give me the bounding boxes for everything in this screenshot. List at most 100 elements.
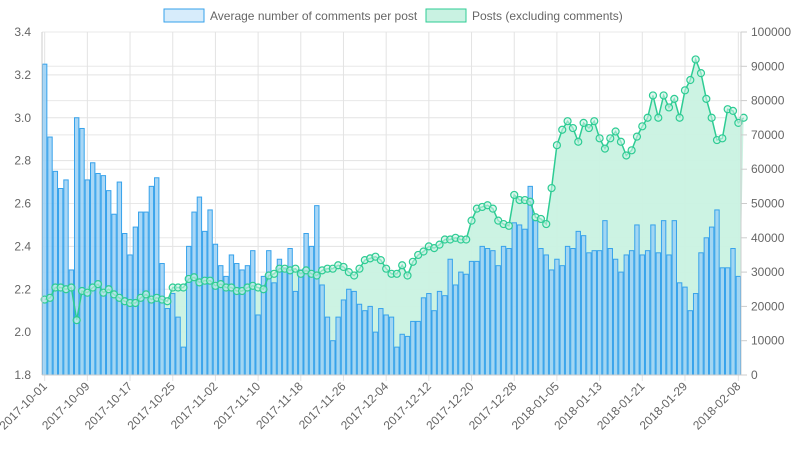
posts-point [579, 118, 588, 127]
bar-avg-comments [63, 179, 69, 376]
bar-avg-comments [564, 245, 571, 376]
posts-point [93, 280, 103, 289]
bar-avg-comments [612, 258, 619, 376]
y-left-tick-label: 2.2 [14, 282, 31, 296]
posts-point [67, 283, 76, 292]
y-right-tick-label: 100000 [751, 25, 791, 39]
bar-avg-comments [506, 248, 512, 376]
y-left-tick-label: 3.0 [14, 111, 31, 125]
bar-avg-comments [660, 220, 667, 376]
bar-avg-comments [319, 284, 325, 376]
bar-avg-comments [570, 248, 576, 376]
bar-avg-comments [79, 127, 85, 376]
bar-avg-comments [538, 248, 544, 376]
posts-point [664, 103, 674, 112]
bar-avg-comments [410, 320, 416, 376]
posts-point [568, 123, 578, 133]
bar-avg-comments [639, 254, 645, 376]
bar-avg-comments [724, 267, 731, 376]
legend-swatch-avg-comments [163, 8, 205, 23]
bar-avg-comments [607, 248, 613, 376]
y-right-tick-label: 20000 [751, 299, 785, 313]
posts-point [643, 113, 652, 122]
bar-avg-comments [602, 220, 608, 376]
bar-avg-comments [239, 269, 245, 376]
y-left-tick-label: 2.4 [14, 239, 31, 253]
bar-avg-comments [356, 303, 363, 376]
bar-avg-comments [714, 209, 720, 376]
bar-avg-comments [527, 185, 533, 376]
bar-avg-comments [655, 252, 661, 376]
bar-avg-comments [100, 175, 107, 376]
bar-avg-comments [298, 269, 304, 376]
y-right-tick-label: 40000 [751, 231, 785, 245]
bar-avg-comments [490, 250, 496, 376]
bar-avg-comments [511, 222, 517, 376]
bar-avg-comments [388, 316, 395, 376]
x-tick-label: 2018-02-08 [690, 379, 744, 433]
bar-avg-comments [687, 310, 693, 376]
posts-point [259, 285, 268, 294]
bar-avg-comments [90, 162, 96, 376]
legend-item-posts[interactable]: Posts (excluding comments) [425, 8, 623, 23]
bar-avg-comments [474, 260, 480, 376]
bar-avg-comments [495, 265, 501, 376]
bar-avg-comments [516, 224, 523, 376]
bar-avg-comments [116, 181, 123, 376]
legend-label-posts: Posts (excluding comments) [472, 9, 623, 23]
bar-avg-comments [175, 316, 181, 376]
posts-point [718, 134, 727, 143]
posts-point [558, 125, 567, 134]
y-right-tick-label: 0 [751, 368, 758, 382]
bar-avg-comments [676, 282, 683, 376]
bar-avg-comments [271, 282, 277, 376]
posts-point [141, 290, 151, 299]
bar-avg-comments [250, 250, 256, 376]
posts-point [638, 122, 647, 131]
posts-point [584, 123, 594, 133]
posts-point [696, 69, 706, 78]
bar-avg-comments [682, 286, 688, 376]
bar-avg-comments [436, 290, 443, 376]
bar-avg-comments [399, 333, 405, 376]
posts-point [179, 283, 188, 292]
y-right-tick-label: 10000 [751, 334, 785, 348]
bar-avg-comments [292, 290, 299, 376]
posts-point [590, 117, 599, 126]
posts-point [670, 94, 679, 103]
bar-avg-comments [666, 254, 672, 376]
bar-avg-comments [586, 252, 592, 376]
bar-avg-comments [458, 271, 464, 376]
bar-avg-comments [244, 265, 251, 376]
legend-label-avg-comments: Average number of comments per post [210, 9, 418, 23]
bar-avg-comments [346, 288, 352, 376]
bar-avg-comments [452, 284, 459, 376]
bar-avg-comments [367, 305, 373, 376]
bar-avg-comments [548, 269, 555, 376]
posts-point [686, 75, 695, 85]
y-right-tick-label: 50000 [751, 197, 785, 211]
posts-point [312, 271, 321, 280]
bar-avg-comments [340, 299, 347, 376]
bar-avg-comments [266, 250, 272, 376]
bar-avg-comments [57, 187, 64, 376]
posts-point [131, 298, 140, 308]
posts-point [675, 113, 684, 122]
posts-point [408, 257, 417, 266]
posts-point [488, 204, 497, 213]
posts-point [680, 86, 690, 95]
posts-point [622, 151, 631, 160]
legend-item-avg-comments[interactable]: Average number of comments per post [163, 8, 418, 23]
bar-avg-comments [554, 258, 560, 376]
y-right-tick-label: 70000 [751, 128, 785, 142]
bar-avg-comments [314, 205, 320, 376]
posts-point [702, 94, 711, 103]
bar-avg-comments [580, 235, 587, 376]
bar-avg-comments [362, 310, 368, 376]
posts-point [398, 261, 407, 270]
bar-avg-comments [202, 230, 208, 376]
posts-point [504, 221, 513, 230]
posts-point [648, 91, 658, 100]
bar-avg-comments [351, 290, 357, 376]
